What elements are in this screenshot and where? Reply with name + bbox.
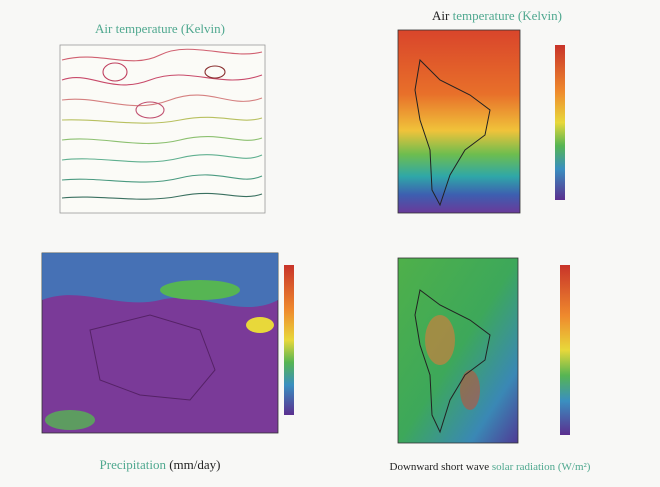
title-part: (mm/day) [169,457,220,472]
panel-title: Air temperature (Kelvin) [432,8,562,23]
title-part: Precipitation [100,457,167,472]
panel-title: Downward short wave solar radiation (W/m… [390,461,591,473]
contour-map: Air temperature (Kelvin) [60,21,265,213]
title-part: temperature (Kelvin) [116,21,225,36]
panel-title: Precipitation (mm/day) [100,457,221,472]
colorbar [560,265,570,435]
title-part: solar radiation (W/m²) [492,461,591,473]
title-part: Air [95,21,113,36]
title-part: Air [432,8,450,23]
panel-title: Air temperature (Kelvin) [95,21,225,36]
title-part: temperature (Kelvin) [453,8,562,23]
slide: Air temperature (Kelvin) Air temperature… [0,0,660,487]
colorbar [284,265,294,415]
title-part: Downward short wave [390,461,490,473]
colorbar [555,45,565,200]
